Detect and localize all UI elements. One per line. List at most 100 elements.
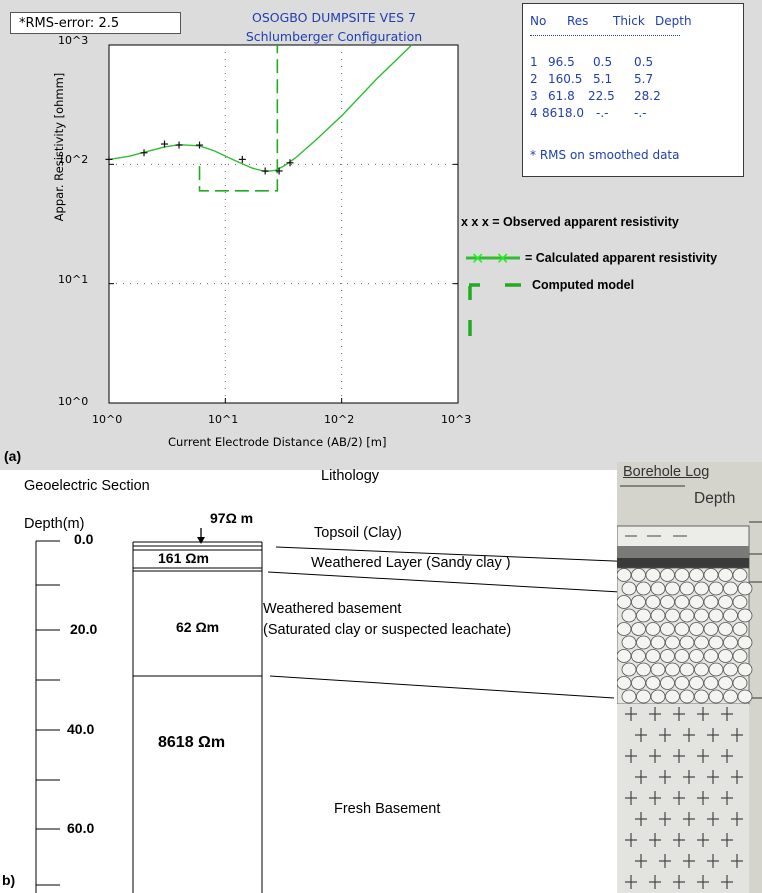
- pebble: [645, 676, 661, 690]
- pebble: [660, 622, 675, 636]
- pebble: [621, 581, 637, 596]
- table-cell: 5.7: [634, 72, 654, 86]
- pebble: [703, 595, 719, 609]
- lithology-label: Fresh Basement: [334, 801, 441, 817]
- y-tick-label: 10^2: [58, 153, 89, 166]
- pebble: [621, 689, 637, 704]
- pebble: [718, 649, 733, 663]
- table-header-cell: Res: [567, 14, 589, 28]
- table-cell: 1: [530, 55, 538, 69]
- x-tick-label: 10^0: [92, 413, 123, 426]
- pebble: [665, 608, 680, 623]
- pebble: [723, 581, 738, 596]
- pebble: [737, 608, 753, 623]
- pebble: [645, 622, 661, 636]
- pebble: [689, 568, 704, 582]
- pebble: [674, 568, 690, 582]
- geoelectric-section-title: Geoelectric Section: [24, 478, 150, 494]
- table-header-cell: Depth: [655, 14, 692, 28]
- panel-b-label: b): [2, 872, 16, 888]
- pebble: [650, 608, 666, 623]
- pebble: [621, 635, 637, 650]
- table-cell: 96.5: [548, 55, 575, 69]
- x-tick-label: 10^2: [324, 413, 355, 426]
- pebble: [631, 595, 646, 609]
- plot-title: OSOGBO DUMPSITE VES 7: [251, 10, 416, 25]
- depth-label: 20.0: [70, 621, 98, 637]
- table-cell: 160.5: [548, 72, 583, 86]
- pebble: [694, 662, 709, 677]
- depth-axis-title: Depth(m): [24, 516, 85, 532]
- pebble: [737, 662, 753, 677]
- pebble: [689, 676, 704, 690]
- table-cell: -.-: [634, 106, 647, 120]
- pebble: [631, 568, 646, 582]
- table-cell: 0.5: [634, 55, 654, 69]
- plot-subtitle: Schlumberger Configuration: [245, 29, 423, 44]
- pebble: [665, 662, 680, 677]
- calculated-line: [108, 44, 413, 173]
- topsoil-arrow: [197, 528, 205, 544]
- rms-error-box: *RMS-error: 2.5: [10, 12, 181, 34]
- svg-text:✕: ✕: [496, 249, 509, 268]
- pebble: [703, 622, 719, 636]
- y-axis-label: Appar. Resistivity [ohmm]: [52, 72, 66, 222]
- depth-label: 40.0: [67, 721, 95, 737]
- layer-resistivity: 161 Ωm: [158, 550, 209, 566]
- lithology-title: Lithology: [321, 468, 380, 484]
- pebble: [732, 595, 748, 609]
- table-divider: [530, 35, 680, 36]
- pebble: [689, 649, 704, 663]
- pebble: [674, 649, 690, 663]
- pebble: [732, 622, 748, 636]
- x-tick-label: 10^1: [208, 413, 239, 426]
- pebble: [703, 676, 719, 690]
- pebble: [708, 608, 724, 623]
- pebble: [636, 608, 651, 623]
- pebble: [617, 622, 632, 636]
- pebble: [617, 568, 632, 582]
- table-cell: -.-: [596, 106, 609, 120]
- pebble: [708, 581, 724, 596]
- lithology-label: Weathered basement: [263, 601, 402, 617]
- plot-area: [108, 44, 459, 404]
- pebble: [645, 595, 661, 609]
- axis-ticks: [108, 44, 459, 404]
- pebble: [650, 689, 666, 704]
- y-tick-label: 10^0: [58, 395, 89, 408]
- pebble: [694, 635, 709, 650]
- pebble: [665, 635, 680, 650]
- calculated-legend-symbol: ✕ ✕: [466, 249, 520, 268]
- computed-model-curve: [198, 45, 279, 192]
- table-header-cell: Thick: [613, 14, 645, 28]
- x-tick-label: 10^3: [441, 413, 472, 426]
- pebble: [631, 622, 646, 636]
- legend-calculated: = Calculated apparent resistivity: [525, 251, 718, 265]
- pebble: [660, 595, 675, 609]
- depth-label: 60.0: [67, 820, 95, 836]
- pebble: [660, 649, 675, 663]
- y-tick-label: 10^1: [58, 273, 89, 286]
- pebble: [723, 662, 738, 677]
- table-note: * RMS on smoothed data: [530, 148, 680, 162]
- pebble: [718, 676, 733, 690]
- resistivity-plot: ✕ ✕: [105, 44, 521, 404]
- table-cell: 3: [530, 89, 538, 103]
- pebble: [645, 649, 661, 663]
- pebble: [645, 568, 661, 582]
- pebble: [732, 676, 748, 690]
- geoelectric-section-diagram: [35, 528, 620, 893]
- pebble: [694, 581, 709, 596]
- table-cell: 5.1: [593, 72, 613, 86]
- table-header-cell: No: [530, 14, 547, 28]
- pebble: [679, 581, 695, 596]
- pebble: [621, 662, 637, 677]
- pebble: [723, 635, 738, 650]
- table-cell: 22.5: [588, 89, 615, 103]
- pebble: [617, 595, 632, 609]
- pebble: [650, 635, 666, 650]
- pebble: [737, 689, 753, 704]
- pebble: [737, 635, 753, 650]
- pebble: [617, 676, 632, 690]
- pebble: [708, 689, 724, 704]
